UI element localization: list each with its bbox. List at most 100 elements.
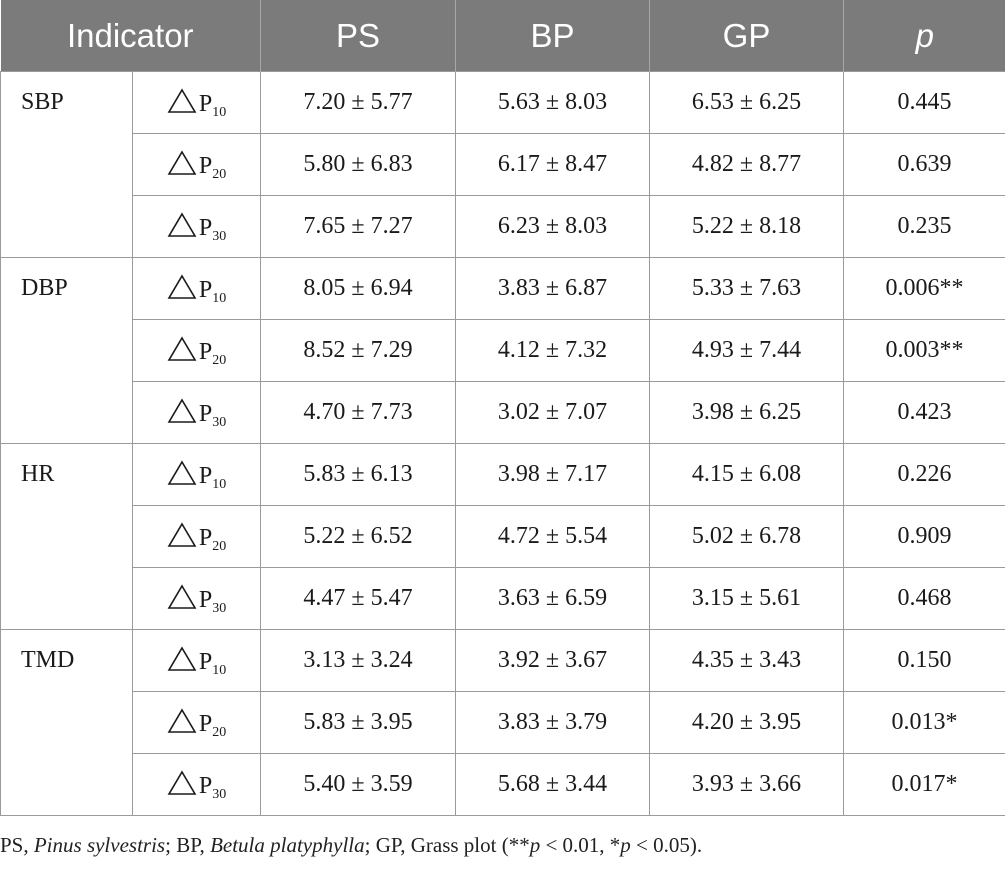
delta-cell: P30	[131, 381, 262, 444]
delta-cell: P20	[131, 133, 262, 196]
ps-value: 5.22 ± 6.52	[260, 505, 457, 568]
delta-cell: P10	[131, 257, 262, 320]
ps-value: 5.83 ± 3.95	[260, 691, 457, 754]
delta-symbol: P	[198, 462, 213, 489]
header-gp: GP	[649, 0, 844, 72]
p-value: 0.235	[843, 195, 1005, 258]
triangle-outline-icon	[167, 521, 197, 548]
table-row: DBP P10 8.05 ± 6.94 3.83 ± 6.87 5.33 ± 7.63 0…	[0, 257, 1005, 444]
delta-symbol: P	[198, 214, 213, 241]
delta-symbol: P	[198, 648, 213, 675]
header-indicator: Indicator	[0, 0, 261, 72]
bp-value: 3.02 ± 7.07	[455, 381, 651, 444]
p-value: 0.017*	[843, 753, 1005, 816]
delta-symbol: P	[198, 524, 213, 551]
table-row: P30 4.47 ± 5.47 3.63 ± 6.59 3.15 ± 5.61 0.46…	[1, 567, 1005, 630]
delta-subscript: 30	[212, 786, 227, 802]
delta-cell: P30	[131, 753, 262, 816]
delta-symbol: P	[198, 772, 213, 799]
p-value: 0.013*	[843, 691, 1005, 754]
table-row: P30 4.70 ± 7.73 3.02 ± 7.07 3.98 ± 6.25 0.42…	[1, 381, 1005, 444]
table-row: P30 7.65 ± 7.27 6.23 ± 8.03 5.22 ± 8.18 0.23…	[1, 195, 1005, 258]
delta-symbol: P	[198, 400, 213, 427]
delta-symbol: P	[198, 152, 213, 179]
delta-cell: P20	[131, 691, 262, 754]
ps-value: 7.20 ± 5.77	[260, 71, 457, 134]
p-value: 0.423	[843, 381, 1005, 444]
table-row: P20 5.80 ± 6.83 6.17 ± 8.47 4.82 ± 8.77 0.63…	[1, 133, 1005, 196]
gp-value: 3.15 ± 5.61	[649, 567, 845, 630]
p-value: 0.468	[843, 567, 1005, 630]
delta-symbol: P	[198, 276, 213, 303]
footnote-species-bp: Betula platyphylla	[210, 833, 365, 857]
table-header: Indicator PS BP GP p	[0, 0, 1005, 72]
delta-subscript: 10	[212, 104, 227, 120]
footnote-text: ; BP,	[165, 833, 211, 857]
ps-value: 3.13 ± 3.24	[260, 629, 457, 692]
gp-value: 6.53 ± 6.25	[649, 71, 845, 134]
delta-subscript: 20	[212, 166, 227, 182]
delta-cell: P10	[131, 629, 262, 692]
indicator-cell: SBP	[0, 71, 133, 258]
triangle-outline-icon	[167, 459, 197, 486]
header-p: p	[843, 0, 1005, 72]
triangle-outline-icon	[167, 335, 197, 362]
gp-value: 4.20 ± 3.95	[649, 691, 845, 754]
p-value: 0.445	[843, 71, 1005, 134]
table-body: SBP P10 7.20 ± 5.77 5.63 ± 8.03 6.53 ± 6.25 0…	[0, 71, 1005, 816]
triangle-outline-icon	[167, 87, 197, 114]
bp-value: 3.98 ± 7.17	[455, 443, 651, 506]
table-row: P20 5.83 ± 3.95 3.83 ± 3.79 4.20 ± 3.95 0.01…	[1, 691, 1005, 754]
ps-value: 8.05 ± 6.94	[260, 257, 457, 320]
table-row: SBP P10 7.20 ± 5.77 5.63 ± 8.03 6.53 ± 6.25 0…	[0, 71, 1005, 258]
triangle-outline-icon	[167, 583, 197, 610]
footnote-text: ; GP, Grass plot (**	[364, 833, 530, 857]
ps-value: 8.52 ± 7.29	[260, 319, 457, 382]
bp-value: 4.72 ± 5.54	[455, 505, 651, 568]
gp-value: 5.02 ± 6.78	[649, 505, 845, 568]
footnote-p-symbol: p	[620, 833, 631, 857]
delta-cell: P30	[131, 567, 262, 630]
table-row: P20 8.52 ± 7.29 4.12 ± 7.32 4.93 ± 7.44 0.00…	[1, 319, 1005, 382]
delta-cell: P10	[131, 71, 262, 134]
triangle-outline-icon	[167, 149, 197, 176]
gp-value: 5.33 ± 7.63	[649, 257, 845, 320]
delta-subscript: 10	[212, 476, 227, 492]
bp-value: 6.17 ± 8.47	[455, 133, 651, 196]
p-value: 0.639	[843, 133, 1005, 196]
bp-value: 3.83 ± 6.87	[455, 257, 651, 320]
table-row: P30 5.40 ± 3.59 5.68 ± 3.44 3.93 ± 3.66 0.01…	[1, 753, 1005, 816]
gp-value: 4.35 ± 3.43	[649, 629, 845, 692]
delta-subscript: 10	[212, 290, 227, 306]
triangle-outline-icon	[167, 707, 197, 734]
ps-value: 5.80 ± 6.83	[260, 133, 457, 196]
delta-cell: P20	[131, 505, 262, 568]
gp-value: 4.93 ± 7.44	[649, 319, 845, 382]
delta-cell: P10	[131, 443, 262, 506]
footnote-text: < 0.01, *	[540, 833, 621, 857]
bp-value: 6.23 ± 8.03	[455, 195, 651, 258]
ps-value: 5.40 ± 3.59	[260, 753, 457, 816]
bp-value: 5.68 ± 3.44	[455, 753, 651, 816]
footnote-species-ps: Pinus sylvestris	[33, 833, 166, 857]
indicator-cell: TMD	[0, 629, 133, 816]
delta-cell: P20	[131, 319, 262, 382]
table-row: TMD P10 3.13 ± 3.24 3.92 ± 3.67 4.35 ± 3.43 0…	[0, 629, 1005, 816]
table-row: P20 5.22 ± 6.52 4.72 ± 5.54 5.02 ± 6.78 0.90…	[1, 505, 1005, 568]
triangle-outline-icon	[167, 273, 197, 300]
gp-value: 3.93 ± 3.66	[649, 753, 845, 816]
table-footnote: PS, Pinus sylvestris; BP, Betula platyph…	[0, 833, 1005, 858]
delta-symbol: P	[198, 90, 213, 117]
bp-value: 3.83 ± 3.79	[455, 691, 651, 754]
delta-subscript: 30	[212, 228, 227, 244]
p-value: 0.003**	[843, 319, 1005, 382]
delta-subscript: 30	[212, 414, 227, 430]
delta-subscript: 20	[212, 538, 227, 554]
delta-symbol: P	[198, 586, 213, 613]
indicator-cell: DBP	[0, 257, 133, 444]
p-value: 0.006**	[843, 257, 1005, 320]
gp-value: 4.82 ± 8.77	[649, 133, 845, 196]
p-value: 0.226	[843, 443, 1005, 506]
delta-symbol: P	[198, 710, 213, 737]
bp-value: 4.12 ± 7.32	[455, 319, 651, 382]
